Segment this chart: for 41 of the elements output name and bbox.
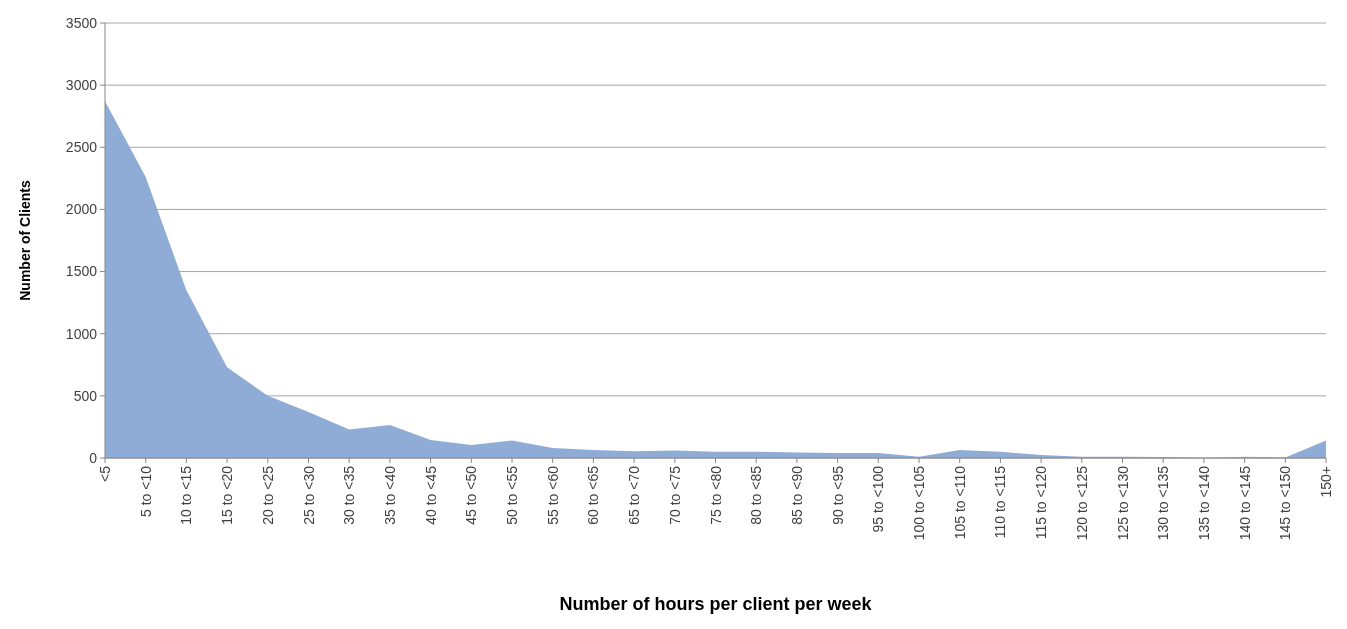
x-tick-label: 50 to <55 [504,465,520,525]
y-axis-title: Number of Clients [17,180,33,301]
x-tick-label: 30 to <35 [341,465,358,525]
x-tick-label: 45 to <50 [463,465,480,525]
x-tick-label: 115 to <120 [1033,465,1050,540]
x-tick-label: 130 to <135 [1155,465,1172,541]
x-tick-label: 5 to <10 [137,465,154,517]
x-tick-label: 60 to <65 [585,465,602,525]
x-tick-label: <5 [97,465,113,482]
x-tick-label: 40 to <45 [422,465,439,525]
y-tick-label: 1000 [65,325,98,342]
x-tick-label: 140 to <145 [1236,465,1253,541]
x-tick-label: 105 to <110 [951,465,968,540]
x-tick-label: 125 to <130 [1114,465,1131,541]
x-tick-label: 10 to <15 [178,465,195,525]
y-tick-label: 0 [89,449,98,466]
x-tick-label: 35 to <40 [381,465,398,525]
x-tick-label: 100 to <105 [911,465,927,541]
y-tick-label: 2000 [65,201,98,218]
y-tick-label: 1500 [65,263,98,280]
x-tick-label: 15 to <20 [219,465,236,525]
x-tick-label: 80 to <85 [748,465,765,525]
x-tick-label: 95 to <100 [870,465,887,533]
x-tick-label: 150+ [1318,466,1334,498]
x-tick-label: 65 to <70 [626,465,643,525]
x-tick-label: 145 to <150 [1277,465,1294,541]
y-tick-label: 3500 [65,14,98,31]
x-tick-label: 135 to <140 [1195,465,1212,541]
x-tick-label: 75 to <80 [707,465,724,525]
x-tick-label: 85 to <90 [788,465,805,525]
y-tick-label: 500 [73,387,98,404]
x-tick-label: 20 to <25 [259,465,276,525]
y-tick-label: 3000 [65,77,98,94]
y-tick-label: 2500 [65,139,98,156]
x-tick-label: 120 to <125 [1073,465,1090,541]
x-tick-label: 25 to <30 [300,465,317,525]
x-axis-title: Number of hours per client per week [559,594,873,614]
x-tick-label: 90 to <95 [829,465,846,525]
x-tick-label: 110 to <115 [992,465,1009,539]
x-tick-label: 55 to <60 [544,465,561,525]
x-tick-label: 70 to <75 [666,465,683,525]
